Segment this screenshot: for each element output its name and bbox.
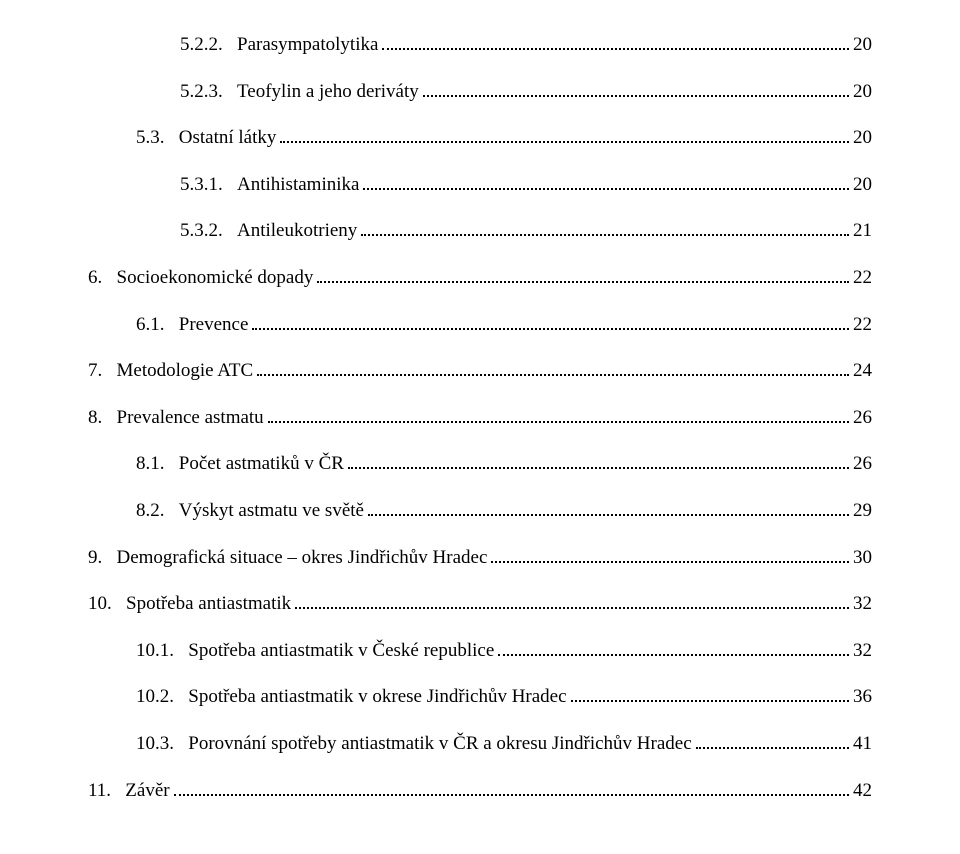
toc-entry-label: 7. Metodologie ATC	[88, 358, 253, 385]
toc-entry-label: 5.2.2. Parasympatolytika	[180, 32, 378, 59]
toc-entry-label: 10. Spotřeba antiastmatik	[88, 591, 291, 618]
toc-leader-dots	[174, 778, 849, 795]
toc-entry: 10. Spotřeba antiastmatik 32	[88, 591, 872, 618]
toc-entry-page: 22	[853, 265, 872, 292]
toc-entry: 8. Prevalence astmatu 26	[88, 405, 872, 432]
toc-leader-dots	[382, 33, 849, 50]
table-of-contents: 5.2.2. Parasympatolytika205.2.3. Teofyli…	[88, 32, 872, 804]
toc-leader-dots	[498, 639, 849, 656]
toc-leader-dots	[363, 173, 849, 190]
toc-entry-label: 8.1. Počet astmatiků v ČR	[136, 451, 344, 478]
toc-leader-dots	[257, 359, 849, 376]
toc-leader-dots	[571, 685, 849, 702]
toc-entry-page: 32	[853, 591, 872, 618]
toc-entry-label: 5.3.2. Antileukotrieny	[180, 218, 357, 245]
toc-leader-dots	[280, 126, 849, 143]
toc-entry: 11. Závěr 42	[88, 778, 872, 805]
toc-entry-label: 10.3. Porovnání spotřeby antiastmatik v …	[136, 731, 692, 758]
toc-leader-dots	[696, 732, 849, 749]
toc-entry-label: 6. Socioekonomické dopady	[88, 265, 313, 292]
toc-entry-page: 21	[853, 218, 872, 245]
toc-entry-label: 5.3.1. Antihistaminika	[180, 172, 359, 199]
toc-entry-label: 5.3. Ostatní látky	[136, 125, 276, 152]
toc-entry: 9. Demografická situace – okres Jindřich…	[88, 545, 872, 572]
toc-entry: 6. Socioekonomické dopady 22	[88, 265, 872, 292]
toc-leader-dots	[361, 219, 849, 236]
toc-leader-dots	[491, 545, 849, 562]
toc-leader-dots	[295, 592, 849, 609]
toc-leader-dots	[368, 499, 849, 516]
toc-entry: 10.1. Spotřeba antiastmatik v České repu…	[88, 638, 872, 665]
toc-entry-page: 36	[853, 684, 872, 711]
toc-entry: 6.1. Prevence 22	[88, 312, 872, 339]
toc-entry-page: 20	[853, 172, 872, 199]
toc-entry-page: 41	[853, 731, 872, 758]
toc-entry: 8.1. Počet astmatiků v ČR 26	[88, 451, 872, 478]
toc-entry-page: 22	[853, 312, 872, 339]
toc-entry-page: 26	[853, 451, 872, 478]
toc-entry-page: 20	[853, 32, 872, 59]
toc-entry: 5.3.2. Antileukotrieny 21	[88, 218, 872, 245]
toc-entry-label: 11. Závěr	[88, 778, 170, 805]
toc-entry: 8.2. Výskyt astmatu ve světě 29	[88, 498, 872, 525]
toc-entry-label: 6.1. Prevence	[136, 312, 248, 339]
toc-entry-label: 9. Demografická situace – okres Jindřich…	[88, 545, 487, 572]
toc-entry-label: 8. Prevalence astmatu	[88, 405, 264, 432]
toc-leader-dots	[252, 312, 849, 329]
toc-leader-dots	[423, 80, 849, 97]
toc-entry-page: 30	[853, 545, 872, 572]
toc-entry-label: 8.2. Výskyt astmatu ve světě	[136, 498, 364, 525]
toc-entry-page: 29	[853, 498, 872, 525]
toc-entry: 10.2. Spotřeba antiastmatik v okrese Jin…	[88, 684, 872, 711]
toc-entry-page: 20	[853, 79, 872, 106]
toc-entry-label: 10.1. Spotřeba antiastmatik v České repu…	[136, 638, 494, 665]
toc-entry: 5.2.3. Teofylin a jeho deriváty 20	[88, 79, 872, 106]
toc-entry: 5.2.2. Parasympatolytika 20	[88, 32, 872, 59]
toc-entry: 5.3.1. Antihistaminika 20	[88, 172, 872, 199]
toc-entry: 5.3. Ostatní látky 20	[88, 125, 872, 152]
toc-entry: 7. Metodologie ATC 24	[88, 358, 872, 385]
toc-entry-page: 26	[853, 405, 872, 432]
toc-entry-page: 32	[853, 638, 872, 665]
toc-entry-label: 5.2.3. Teofylin a jeho deriváty	[180, 79, 419, 106]
toc-leader-dots	[317, 266, 849, 283]
toc-entry-label: 10.2. Spotřeba antiastmatik v okrese Jin…	[136, 684, 567, 711]
toc-leader-dots	[268, 406, 849, 423]
toc-leader-dots	[348, 452, 849, 469]
toc-entry-page: 42	[853, 778, 872, 805]
toc-entry: 10.3. Porovnání spotřeby antiastmatik v …	[88, 731, 872, 758]
toc-entry-page: 24	[853, 358, 872, 385]
toc-entry-page: 20	[853, 125, 872, 152]
